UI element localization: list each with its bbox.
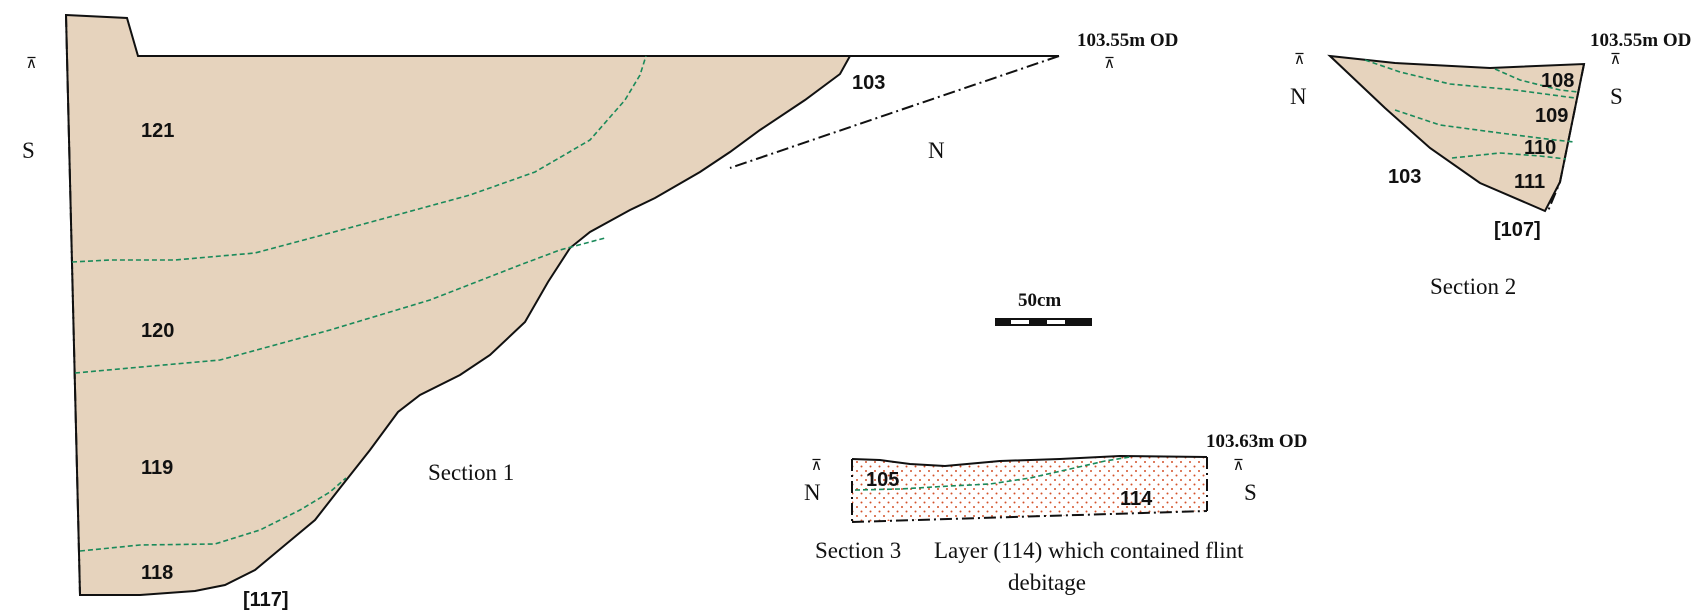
section-1: 121 120 119 118 103 [117] ⊼ ⊼ 103.55m OD… [22, 13, 1178, 610]
scale-bar: 50cm [995, 290, 1092, 326]
section-1-fill [64, 13, 852, 596]
section-1-left-edge [65, 14, 81, 596]
layer-label-108: 108 [1541, 70, 1574, 92]
section-3-dots [852, 456, 1207, 522]
layer-label-120: 120 [141, 320, 174, 342]
layer-label-105: 105 [866, 469, 899, 491]
datum-icon: ⊼ [1104, 54, 1115, 72]
layer-boundary-120-119 [74, 237, 606, 374]
context-label-103: 103 [852, 72, 885, 94]
orientation-label-north: N [1290, 84, 1307, 109]
section-3-base [851, 510, 1208, 523]
orientation-label-south: S [1610, 84, 1623, 109]
section-3-note-line-2: debitage [1008, 570, 1086, 595]
layer-label-118: 118 [141, 562, 173, 584]
section-1-projected-line [729, 55, 1060, 169]
section-caption: Section 1 [428, 460, 514, 485]
datum-icon: ⊼ [26, 54, 37, 72]
layer-boundary-109-110 [1394, 109, 1575, 143]
datum-icon: ⊼ [811, 456, 822, 474]
datum-icon: ⊼ [1233, 456, 1244, 474]
scale-bar-label: 50cm [1018, 290, 1061, 311]
layer-label-121: 121 [141, 120, 174, 142]
scale-bar-segment [1011, 320, 1029, 324]
datum-label: 103.55m OD [1590, 30, 1691, 51]
datum-label: 103.63m OD [1206, 431, 1307, 452]
scale-bar-frame [995, 318, 1092, 326]
layer-label-111: 111 [1514, 171, 1545, 193]
cut-label-117: [117] [243, 589, 289, 610]
layer-label-114: 114 [1120, 488, 1153, 510]
orientation-label-south: S [22, 138, 35, 163]
section-caption: Section 3 [815, 538, 901, 563]
layer-boundary-105-114 [854, 456, 1131, 491]
section-2-fill [1327, 54, 1586, 213]
layer-label-109: 109 [1535, 105, 1568, 127]
context-label-103: 103 [1388, 166, 1421, 188]
section-3-note-line-1: Layer (114) which contained flint [934, 538, 1244, 563]
cut-label-107: [107] [1494, 219, 1541, 241]
datum-icon: ⊼ [1610, 50, 1621, 68]
layer-boundary-121-120 [71, 55, 647, 263]
orientation-label-north: N [804, 480, 821, 505]
section-caption: Section 2 [1430, 274, 1516, 299]
layer-label-119: 119 [141, 457, 173, 479]
orientation-label-south: S [1244, 480, 1257, 505]
layer-boundary-119-118 [79, 477, 347, 552]
section-2-right-edge [1547, 63, 1585, 212]
datum-icon: ⊼ [1294, 50, 1305, 68]
scale-bar-segment [1047, 320, 1065, 324]
section-3: 105 114 ⊼ ⊼ 103.63m OD N S Section 3 Lay… [804, 431, 1307, 595]
layer-boundary-lower [1451, 152, 1567, 160]
layer-label-110: 110 [1524, 137, 1556, 159]
layer-boundary-108-109 [1364, 59, 1576, 99]
section-2: 108 109 110 111 103 [107] ⊼ ⊼ 103.55m OD… [1290, 30, 1691, 299]
section-3-top-surface [851, 454, 1208, 468]
orientation-label-north: N [928, 138, 945, 163]
datum-label: 103.55m OD [1077, 30, 1178, 51]
